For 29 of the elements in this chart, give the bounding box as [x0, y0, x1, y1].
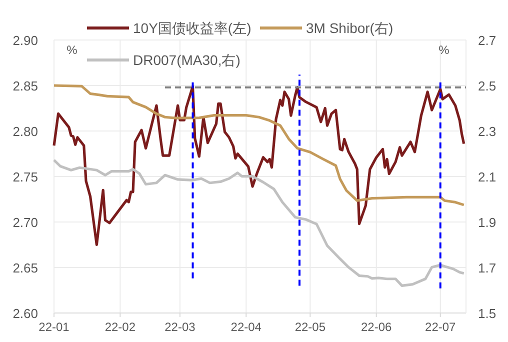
- y-tick-label: 2.70: [12, 215, 38, 230]
- annotation: %: [66, 43, 78, 57]
- x-tick-label: 22-03: [164, 320, 196, 334]
- y2-tick-label: 1.7: [478, 260, 496, 276]
- y-tick-label: 2.90: [12, 33, 38, 48]
- x-tick-label: 22-06: [360, 320, 392, 334]
- line-series: [52, 85, 466, 246]
- y2-tick-label: 2.1: [478, 170, 496, 184]
- y2-tick-label: 2.7: [478, 33, 496, 48]
- line-series: [52, 84, 466, 206]
- y2-tick-label: 1.9: [478, 215, 496, 230]
- y-tick-label: 2.65: [12, 260, 38, 276]
- y-tick-label: 2.85: [12, 78, 38, 94]
- y2-tick-label: 1.5: [478, 306, 496, 321]
- line-series: [52, 158, 466, 287]
- legend-label: 3M Shibor(右): [306, 20, 394, 36]
- x-tick-label: 22-02: [104, 320, 136, 334]
- y-tick-label: 2.80: [12, 124, 38, 139]
- legend-label: DR007(MA30,右): [133, 52, 240, 68]
- y-tick-label: 2.60: [12, 306, 38, 321]
- x-tick-label: 22-04: [230, 320, 262, 334]
- annotation: %: [438, 43, 450, 57]
- x-tick-label: 22-07: [425, 320, 456, 334]
- legend-label: 10Y国债收益率(左): [133, 20, 252, 36]
- y2-tick-label: 2.5: [478, 78, 496, 94]
- x-tick-label: 22-01: [38, 320, 70, 334]
- x-tick-label: 22-05: [294, 320, 326, 334]
- y-tick-label: 2.75: [12, 170, 38, 184]
- y2-tick-label: 2.3: [478, 124, 496, 139]
